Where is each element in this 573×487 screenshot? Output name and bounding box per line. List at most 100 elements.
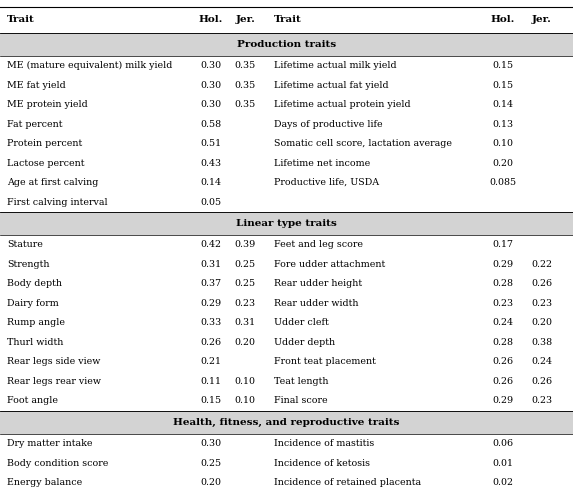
Text: 0.26: 0.26	[493, 357, 513, 366]
Text: 0.13: 0.13	[493, 120, 513, 129]
Text: 0.31: 0.31	[201, 260, 221, 269]
Text: Incidence of retained placenta: Incidence of retained placenta	[274, 478, 421, 487]
Text: First calving interval: First calving interval	[7, 198, 108, 206]
Text: Lifetime actual milk yield: Lifetime actual milk yield	[274, 61, 397, 70]
Text: Thurl width: Thurl width	[7, 338, 63, 347]
Text: 0.26: 0.26	[531, 377, 552, 386]
Text: 0.29: 0.29	[493, 396, 513, 405]
Text: 0.35: 0.35	[234, 61, 256, 70]
Text: 0.35: 0.35	[234, 100, 256, 109]
Text: Somatic cell score, lactation average: Somatic cell score, lactation average	[274, 139, 452, 148]
Text: 0.26: 0.26	[201, 338, 221, 347]
Text: 0.38: 0.38	[531, 338, 552, 347]
Bar	[0, 33, 573, 56]
Text: Incidence of mastitis: Incidence of mastitis	[274, 439, 374, 448]
Text: ME protein yield: ME protein yield	[7, 100, 88, 109]
Text: Fat percent: Fat percent	[7, 120, 62, 129]
Text: 0.085: 0.085	[489, 178, 517, 187]
Bar	[0, 212, 573, 235]
Text: 0.28: 0.28	[493, 338, 513, 347]
Text: 0.30: 0.30	[201, 81, 221, 90]
Text: 0.20: 0.20	[201, 478, 221, 487]
Text: Stature: Stature	[7, 241, 43, 249]
Text: Trait: Trait	[7, 16, 34, 24]
Text: Health, fitness, and reproductive traits: Health, fitness, and reproductive traits	[173, 418, 400, 427]
Text: Rear legs rear view: Rear legs rear view	[7, 377, 101, 386]
Text: Dry matter intake: Dry matter intake	[7, 439, 92, 448]
Text: 0.21: 0.21	[201, 357, 221, 366]
Text: Hol.: Hol.	[199, 16, 223, 24]
Text: 0.26: 0.26	[493, 377, 513, 386]
Text: 0.01: 0.01	[493, 459, 513, 468]
Text: 0.14: 0.14	[493, 100, 513, 109]
Text: 0.30: 0.30	[201, 439, 221, 448]
Text: 0.29: 0.29	[493, 260, 513, 269]
Text: 0.25: 0.25	[235, 260, 256, 269]
Text: Rump angle: Rump angle	[7, 318, 65, 327]
Text: ME fat yield: ME fat yield	[7, 81, 66, 90]
Text: Protein percent: Protein percent	[7, 139, 82, 148]
Text: Linear type traits: Linear type traits	[236, 219, 337, 228]
Text: Days of productive life: Days of productive life	[274, 120, 383, 129]
Text: 0.23: 0.23	[493, 299, 513, 308]
Text: Final score: Final score	[274, 396, 328, 405]
Text: 0.10: 0.10	[235, 377, 256, 386]
Text: Incidence of ketosis: Incidence of ketosis	[274, 459, 370, 468]
Text: 0.06: 0.06	[493, 439, 513, 448]
Text: Dairy form: Dairy form	[7, 299, 58, 308]
Text: 0.20: 0.20	[235, 338, 256, 347]
Text: Lifetime actual fat yield: Lifetime actual fat yield	[274, 81, 388, 90]
Text: 0.35: 0.35	[234, 81, 256, 90]
Text: 0.31: 0.31	[235, 318, 256, 327]
Text: Foot angle: Foot angle	[7, 396, 58, 405]
Text: Teat length: Teat length	[274, 377, 328, 386]
Text: 0.22: 0.22	[531, 260, 552, 269]
Text: Udder cleft: Udder cleft	[274, 318, 329, 327]
Text: Lifetime net income: Lifetime net income	[274, 159, 370, 168]
Text: Jer.: Jer.	[236, 16, 255, 24]
Text: Body condition score: Body condition score	[7, 459, 108, 468]
Text: 0.15: 0.15	[201, 396, 221, 405]
Text: Lifetime actual protein yield: Lifetime actual protein yield	[274, 100, 410, 109]
Text: 0.02: 0.02	[493, 478, 513, 487]
Text: ME (mature equivalent) milk yield: ME (mature equivalent) milk yield	[7, 61, 172, 70]
Text: Jer.: Jer.	[532, 16, 551, 24]
Text: 0.25: 0.25	[235, 280, 256, 288]
Text: 0.28: 0.28	[493, 280, 513, 288]
Text: 0.23: 0.23	[531, 396, 552, 405]
Text: Productive life, USDA: Productive life, USDA	[274, 178, 379, 187]
Text: 0.20: 0.20	[531, 318, 552, 327]
Text: 0.17: 0.17	[493, 241, 513, 249]
Text: 0.29: 0.29	[201, 299, 221, 308]
Text: 0.10: 0.10	[235, 396, 256, 405]
Text: 0.30: 0.30	[201, 61, 221, 70]
Text: Strength: Strength	[7, 260, 49, 269]
Text: Front teat placement: Front teat placement	[274, 357, 376, 366]
Text: 0.23: 0.23	[235, 299, 256, 308]
Text: Feet and leg score: Feet and leg score	[274, 241, 363, 249]
Text: 0.30: 0.30	[201, 100, 221, 109]
Text: Lactose percent: Lactose percent	[7, 159, 84, 168]
Text: 0.33: 0.33	[200, 318, 222, 327]
Text: 0.20: 0.20	[493, 159, 513, 168]
Text: Rear legs side view: Rear legs side view	[7, 357, 100, 366]
Text: Hol.: Hol.	[491, 16, 515, 24]
Text: Energy balance: Energy balance	[7, 478, 82, 487]
Text: 0.14: 0.14	[201, 178, 221, 187]
Text: 0.23: 0.23	[531, 299, 552, 308]
Text: 0.42: 0.42	[201, 241, 221, 249]
Text: 0.15: 0.15	[493, 81, 513, 90]
Text: 0.26: 0.26	[531, 280, 552, 288]
Text: 0.11: 0.11	[201, 377, 221, 386]
Text: Production traits: Production traits	[237, 40, 336, 49]
Text: 0.58: 0.58	[201, 120, 221, 129]
Text: 0.43: 0.43	[201, 159, 221, 168]
Text: Rear udder height: Rear udder height	[274, 280, 362, 288]
Text: Age at first calving: Age at first calving	[7, 178, 98, 187]
Text: 0.15: 0.15	[493, 61, 513, 70]
Text: 0.37: 0.37	[201, 280, 221, 288]
Text: 0.10: 0.10	[493, 139, 513, 148]
Text: 0.24: 0.24	[493, 318, 513, 327]
Text: Udder depth: Udder depth	[274, 338, 335, 347]
Text: 0.05: 0.05	[201, 198, 221, 206]
